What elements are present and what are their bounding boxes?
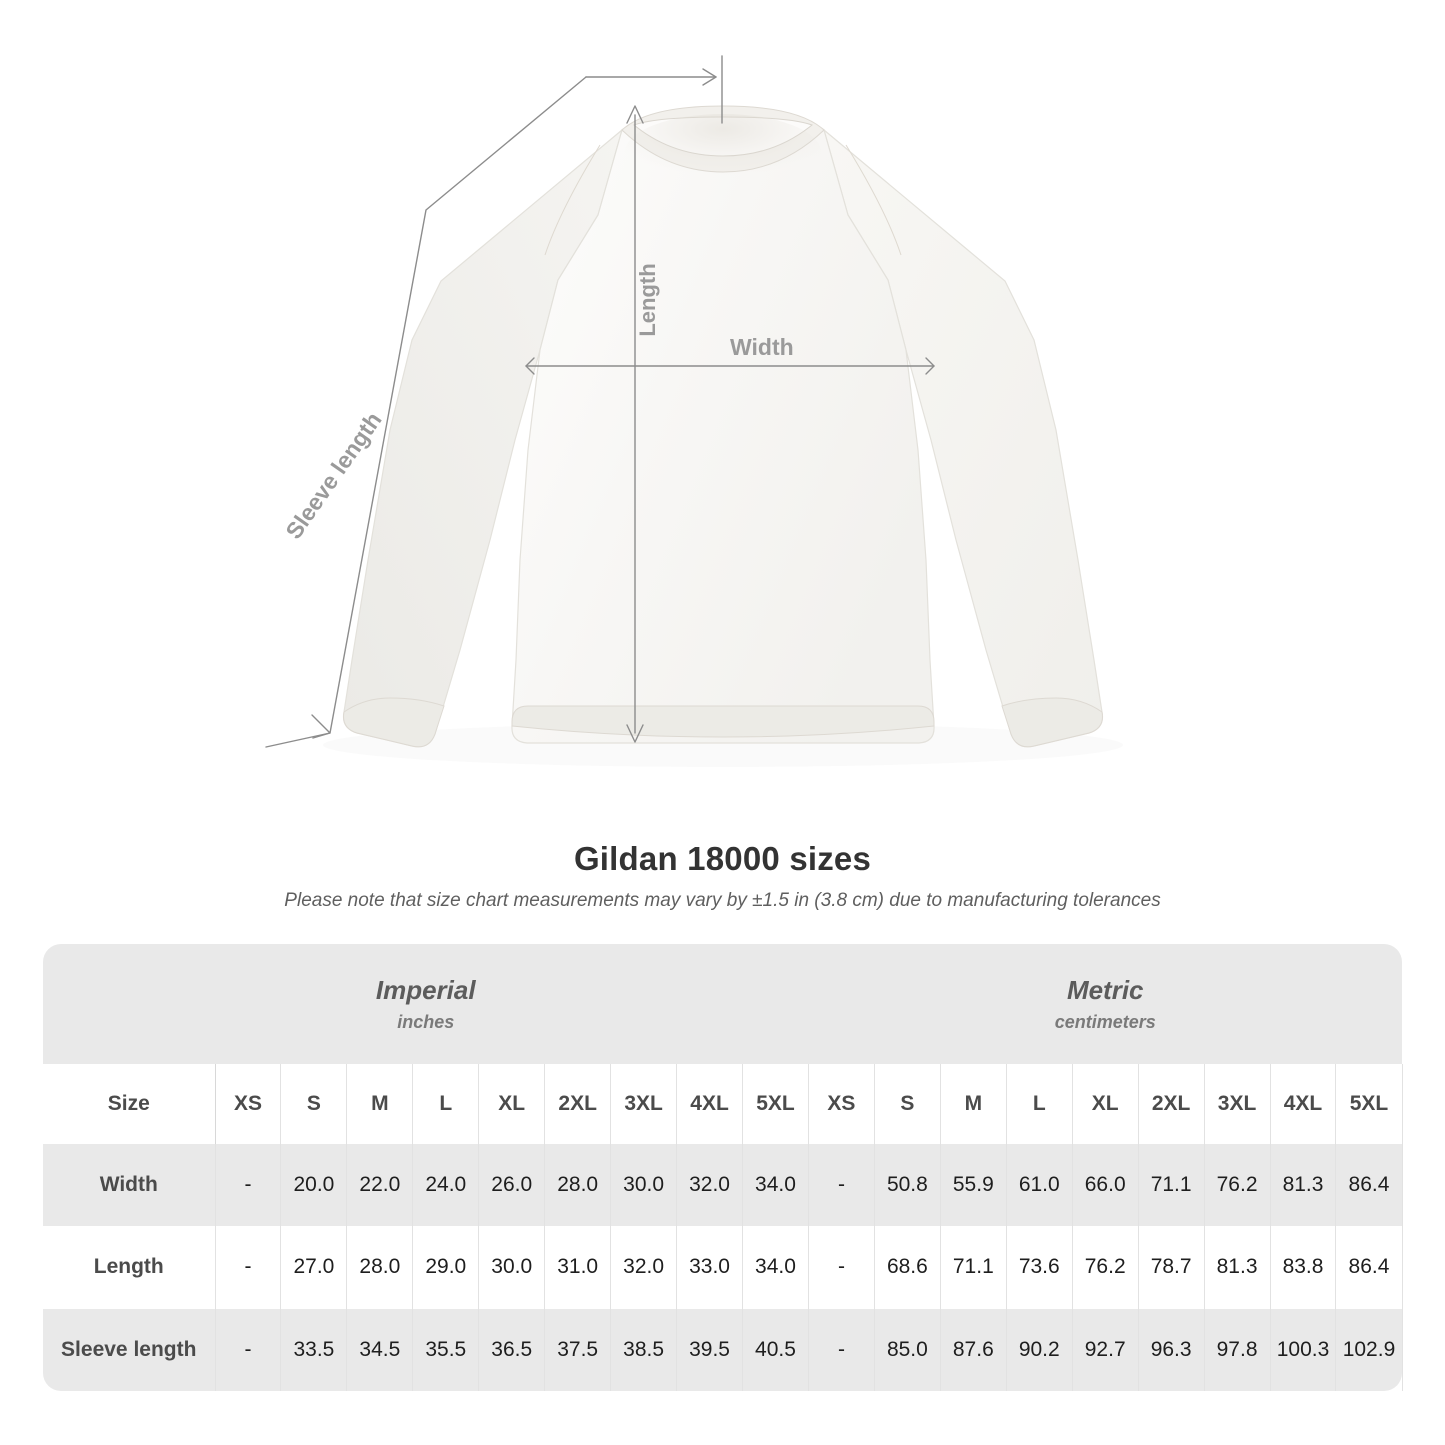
svg-text:Width: Width (730, 334, 794, 360)
svg-text:Length: Length (635, 263, 660, 336)
